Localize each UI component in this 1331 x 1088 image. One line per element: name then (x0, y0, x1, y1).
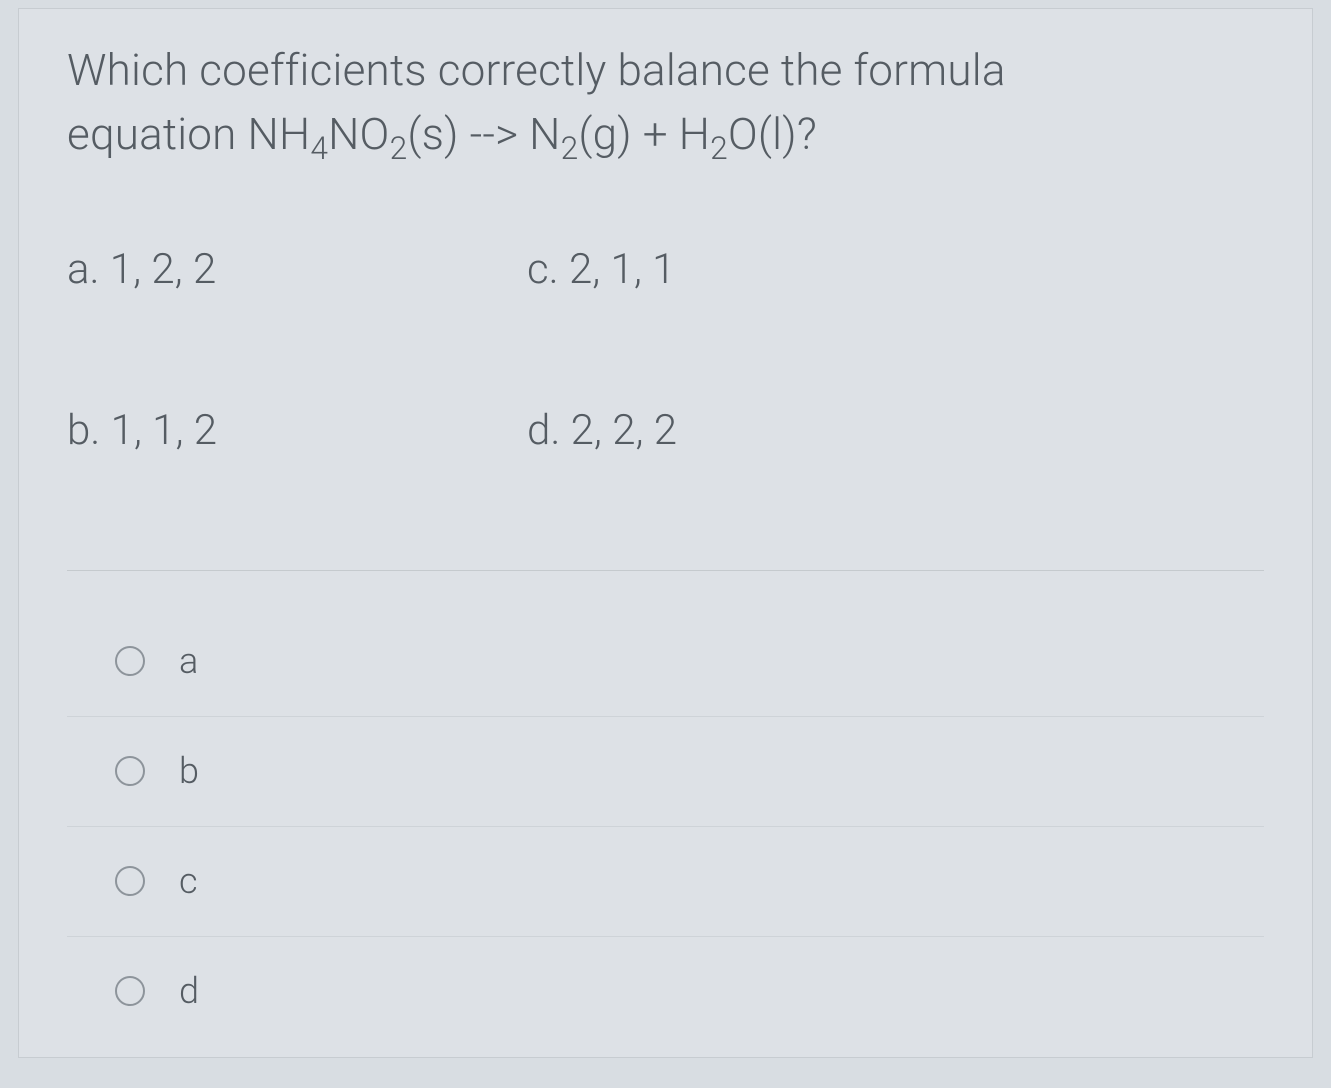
formula-rhs-b: H (679, 108, 710, 160)
radio-option-a[interactable]: a (67, 606, 1264, 716)
radio-option-b[interactable]: b (67, 716, 1264, 826)
formula-rhs-b-tail: O(l)? (728, 108, 817, 160)
choice-d: d. 2, 2, 2 (527, 406, 967, 455)
formula-lhs-b-sub: 2 (390, 130, 408, 167)
section-divider (67, 570, 1264, 571)
formula-arrow: --> (459, 108, 529, 160)
radio-circle-icon (115, 646, 145, 676)
formula-lhs-b: NO (328, 108, 389, 160)
radio-circle-icon (115, 756, 145, 786)
question-line2-prefix: equation (67, 108, 248, 160)
radio-label-d: d (179, 970, 199, 1012)
formula-plus: + (632, 108, 679, 160)
question-card: Which coefficients correctly balance the… (18, 8, 1313, 1058)
formula-rhs-b-sub: 2 (710, 130, 728, 167)
question-text: Which coefficients correctly balance the… (67, 39, 1264, 167)
formula-lhs-a-sub: 4 (310, 130, 328, 167)
radio-option-c[interactable]: c (67, 826, 1264, 936)
choice-b: b. 1, 1, 2 (67, 406, 507, 455)
formula-rhs-a-state: (g) (578, 108, 631, 160)
radio-option-d[interactable]: d (67, 936, 1264, 1046)
formula-lhs-a: NH (248, 108, 311, 160)
radio-circle-icon (115, 866, 145, 896)
radio-option-list: a b c d (67, 606, 1264, 1046)
answer-choices-grid: a. 1, 2, 2 c. 2, 1, 1 b. 1, 1, 2 d. 2, 2… (67, 245, 967, 455)
question-line1: Which coefficients correctly balance the… (67, 44, 1006, 96)
formula-rhs-a: N (529, 108, 560, 160)
choice-c: c. 2, 1, 1 (527, 245, 967, 294)
radio-label-c: c (179, 860, 198, 902)
choice-a: a. 1, 2, 2 (67, 245, 507, 294)
radio-label-b: b (179, 750, 199, 792)
formula-lhs-state: (s) (407, 108, 458, 160)
radio-label-a: a (179, 640, 198, 682)
formula-rhs-a-sub: 2 (561, 130, 579, 167)
radio-circle-icon (115, 976, 145, 1006)
